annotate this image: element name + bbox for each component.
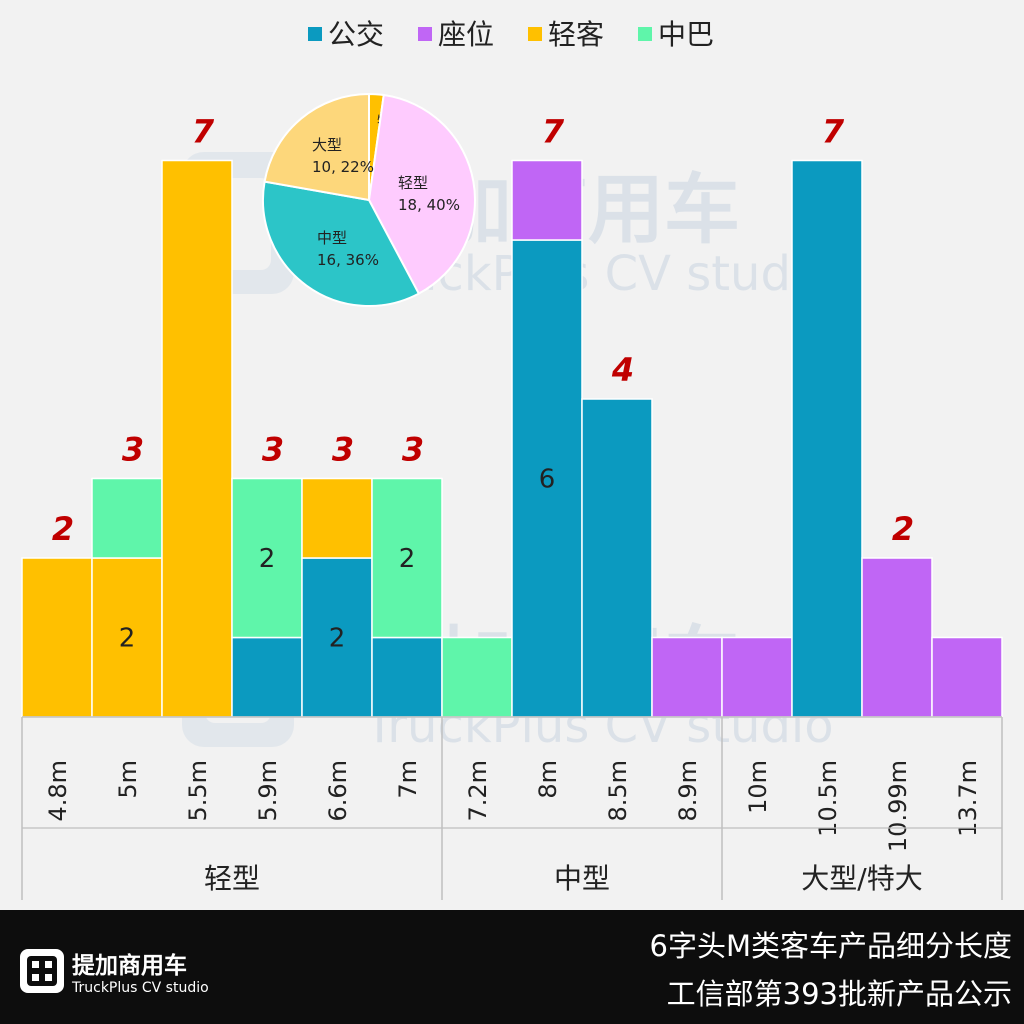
legend-swatch-3 <box>638 27 652 41</box>
legend-label-0: 公交 <box>328 18 384 51</box>
pie-slice-大型 <box>263 92 370 202</box>
x-tick-8.9m: 8.9m <box>674 760 702 822</box>
stacked-bars <box>21 159 1003 718</box>
bar-6.6m-公交 <box>301 557 373 718</box>
segment-label-1: 2 <box>259 544 276 574</box>
total-label-5m: 3 <box>122 431 144 469</box>
x-tick-8m: 8m <box>534 760 562 799</box>
footer-logo-en: TruckPlus CV studio <box>71 980 209 996</box>
bar-8m-公交 <box>511 239 583 718</box>
bar-7m-中巴 <box>371 477 443 639</box>
bar-13.7m-座位 <box>931 636 1003 718</box>
footer-bar: 提加商用车 TruckPlus CV studio 6字头M类客车产品细分长度 … <box>0 910 1024 1024</box>
footer-logo-cn: 提加商用车 <box>72 952 187 979</box>
bar-7m-公交 <box>371 636 443 718</box>
legend-swatch-2 <box>528 27 542 41</box>
pie-label-name-轻型: 轻型 <box>398 174 428 192</box>
x-tick-5m: 5m <box>114 760 142 799</box>
x-tick-5.5m: 5.5m <box>184 760 212 822</box>
bar-8.5m-公交 <box>581 398 653 718</box>
x-tick-6.6m: 6.6m <box>324 760 352 822</box>
group-label-2: 大型/特大 <box>801 862 922 895</box>
x-axis: 4.8m 5m 5.5m 5.9m 6.6m 7m 7.2m 8m 8.5m 8.9m 10m 10.… <box>21 716 1003 900</box>
x-tick-7.2m: 7.2m <box>464 760 492 822</box>
bar-5.9m-公交 <box>231 636 303 718</box>
pie-label-value-中型: 16, 36% <box>317 251 379 269</box>
x-tick-8.5m: 8.5m <box>604 760 632 822</box>
footer-logo-icon <box>20 949 64 993</box>
legend: 公交 座位 轻客 中巴 <box>308 18 714 51</box>
bar-10.5m-公交 <box>791 159 863 718</box>
x-tick-13.7m: 13.7m <box>954 760 982 837</box>
pie-label-value-轻型: 18, 40% <box>398 196 460 214</box>
legend-swatch-1 <box>418 27 432 41</box>
total-label-6.6m: 3 <box>332 431 354 469</box>
bar-6.6m-轻客 <box>301 477 373 559</box>
legend-label-1: 座位 <box>438 18 494 51</box>
legend-label-3: 中巴 <box>658 18 714 51</box>
segment-label-4: 6 <box>539 465 556 495</box>
chart-area: 提加商用车 TruckPlus CV studio 提加商用车 TruckPlu… <box>21 18 1003 900</box>
x-tick-7m: 7m <box>394 760 422 799</box>
bar-5.5m-轻客 <box>161 159 233 718</box>
total-label-4.8m: 2 <box>52 510 74 548</box>
group-label-1: 中型 <box>554 862 610 895</box>
segment-label-2: 2 <box>329 624 346 654</box>
pie-label-name-中型: 中型 <box>317 229 347 247</box>
bar-8m-座位 <box>511 159 583 241</box>
segment-labels: 2 2 2 2 6 <box>119 465 556 654</box>
footer-title-line2: 工信部第393批新产品公示 <box>667 977 1012 1011</box>
group-label-0: 轻型 <box>204 862 260 895</box>
total-label-5.9m: 3 <box>262 431 284 469</box>
pie-slice-中型 <box>262 180 421 307</box>
x-tick-5.9m: 5.9m <box>254 760 282 822</box>
bar-10m-座位 <box>721 636 793 718</box>
x-tick-4.8m: 4.8m <box>44 760 72 822</box>
legend-label-2: 轻客 <box>548 18 604 51</box>
total-label-8m: 7 <box>542 113 565 151</box>
total-label-8.5m: 4 <box>611 351 634 389</box>
total-label-7m: 3 <box>402 431 424 469</box>
bar-4.8m-轻客 <box>21 557 93 718</box>
segment-label-0: 2 <box>119 624 136 654</box>
total-label-10.99m: 2 <box>892 510 914 548</box>
segment-label-3: 2 <box>399 544 416 574</box>
x-tick-10.5m: 10.5m <box>814 760 842 837</box>
bar-10.99m-座位 <box>861 557 933 718</box>
legend-swatch-0 <box>308 27 322 41</box>
total-label-5.5m: 7 <box>192 113 215 151</box>
x-tick-10m: 10m <box>744 760 772 814</box>
footer-title-line1: 6字头M类客车产品细分长度 <box>650 929 1012 963</box>
total-labels: 2 3 7 3 3 3 7 4 7 2 <box>52 113 914 549</box>
bar-8.9m-座位 <box>651 636 723 718</box>
x-tick-10.99m: 10.99m <box>884 760 912 852</box>
total-label-10.5m: 7 <box>822 113 845 151</box>
bar-5m-中巴 <box>91 477 163 559</box>
bar-7.2m-中巴 <box>441 636 513 718</box>
bar-5.9m-中巴 <box>231 477 303 639</box>
pie-label-name-大型: 大型 <box>312 136 342 154</box>
pie-label-value-大型: 10, 22% <box>312 158 374 176</box>
pie-slice-轻型 <box>367 93 476 295</box>
